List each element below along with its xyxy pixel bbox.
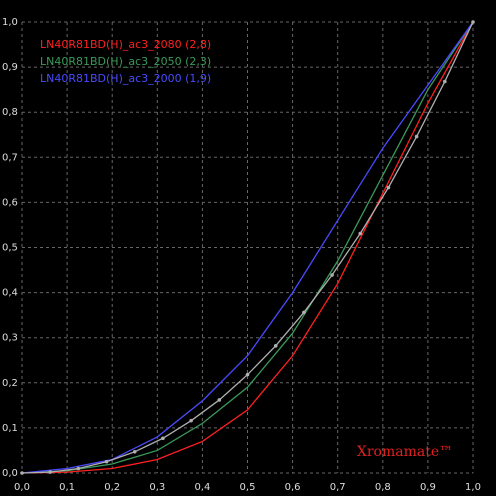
y-tick-label: 0,1 <box>2 423 18 434</box>
x-tick-label: 0,8 <box>375 482 391 493</box>
watermark: Xromamate™ <box>357 444 453 460</box>
y-tick-label: 0,0 <box>2 468 18 479</box>
marker <box>20 471 24 475</box>
marker <box>245 372 250 377</box>
marker <box>414 134 419 139</box>
marker <box>76 466 81 471</box>
marker <box>132 450 137 454</box>
marker <box>358 231 363 236</box>
x-tick-label: 0,9 <box>420 482 436 493</box>
y-tick-label: 0,2 <box>2 378 18 389</box>
y-tick-label: 0,9 <box>2 62 18 73</box>
marker <box>302 310 306 315</box>
legend-entry: LN40R81BD(H)_ac3_2000 (1,9) <box>40 72 211 85</box>
series-line <box>21 21 474 474</box>
y-tick-label: 0,3 <box>2 333 18 344</box>
marker <box>471 20 475 24</box>
x-tick-label: 0,7 <box>330 482 346 493</box>
x-tick-label: 0,3 <box>149 482 165 493</box>
x-tick-label: 0,6 <box>285 482 301 493</box>
y-tick-label: 0,5 <box>2 243 18 254</box>
y-tick-label: 0,8 <box>2 107 18 118</box>
marker <box>104 459 109 464</box>
y-tick-label: 0,6 <box>2 197 18 208</box>
x-tick-label: 0,4 <box>194 482 210 493</box>
marker <box>330 273 334 277</box>
legend-entry: LN40R81BD(H)_ac3_2050 (2,3) <box>40 55 211 68</box>
x-tick-label: 0,0 <box>14 482 30 493</box>
marker <box>48 470 52 474</box>
y-tick-label: 0,4 <box>2 288 18 299</box>
x-tick-label: 0,2 <box>104 482 120 493</box>
marker <box>386 185 391 190</box>
marker <box>161 436 165 441</box>
legend-entry: LN40R81BD(H)_ac3_2080 (2,8) <box>40 38 211 51</box>
x-tick-label: 1,0 <box>465 482 481 493</box>
marker <box>189 418 193 423</box>
y-tick-label: 1,0 <box>2 17 18 28</box>
series-line <box>21 21 474 474</box>
x-tick-label: 0,5 <box>240 482 256 493</box>
series-line <box>21 21 474 474</box>
marker <box>217 398 222 402</box>
marker <box>443 79 447 84</box>
marker <box>273 344 278 348</box>
x-tick-label: 0,1 <box>59 482 75 493</box>
y-tick-label: 0,7 <box>2 152 18 163</box>
